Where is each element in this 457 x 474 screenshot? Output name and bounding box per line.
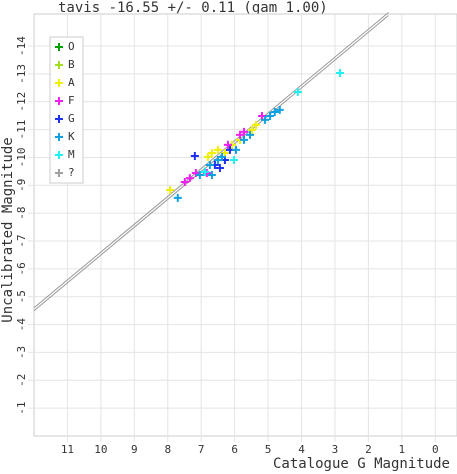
point (173, 193, 182, 202)
point (270, 108, 279, 117)
point (215, 164, 224, 173)
point (203, 152, 212, 161)
y-tick-label: -13 (15, 64, 28, 84)
point (213, 155, 222, 164)
x-tick-label: 11 (61, 443, 74, 456)
point (239, 127, 248, 136)
fit-line (33, 15, 389, 312)
point (180, 177, 189, 186)
point (205, 160, 214, 169)
point (229, 155, 238, 164)
x-tick-label: 9 (131, 443, 138, 456)
y-tick-label: -3 (15, 346, 28, 359)
point (335, 69, 344, 78)
point (223, 140, 232, 149)
point (200, 167, 209, 176)
point (239, 135, 248, 144)
x-axis-label: Catalogue G Magnitude (273, 456, 450, 472)
point (166, 186, 175, 195)
y-tick-label: -6 (15, 262, 28, 275)
point (293, 87, 302, 96)
point (248, 125, 257, 134)
point (195, 171, 204, 180)
legend-marker (55, 169, 63, 177)
point (190, 152, 199, 161)
point (261, 115, 270, 124)
legend-marker (55, 133, 63, 141)
legend-label: M (68, 148, 75, 161)
fit-line (33, 12, 389, 309)
x-tick-label: 1 (399, 443, 406, 456)
point (246, 130, 255, 139)
point (217, 152, 226, 161)
point (266, 111, 275, 120)
legend-marker (55, 151, 63, 159)
point (207, 148, 216, 157)
y-tick-label: -10 (15, 148, 28, 168)
legend-marker (55, 97, 63, 105)
x-tick-label: 0 (432, 443, 439, 456)
x-tick-label: 2 (365, 443, 372, 456)
y-tick-label: -9 (15, 179, 28, 192)
legend-label: K (68, 130, 75, 143)
point (235, 130, 244, 139)
y-tick-label: -2 (15, 374, 28, 387)
legend-label: ? (68, 166, 75, 179)
x-tick-label: 7 (198, 443, 205, 456)
y-tick-label: -7 (15, 234, 28, 247)
y-tick-label: -8 (15, 207, 28, 220)
plot-area (33, 13, 457, 437)
x-tick-label: 4 (298, 443, 305, 456)
x-tick-label: 5 (265, 443, 272, 456)
point (185, 174, 194, 183)
point (275, 105, 284, 114)
y-tick-label: -14 (15, 36, 28, 56)
legend-box (49, 36, 84, 184)
y-tick-label: -11 (15, 120, 28, 140)
legend-marker (55, 79, 63, 87)
legend-label: O (68, 40, 75, 53)
point (191, 169, 200, 178)
legend-label: G (68, 112, 75, 125)
legend-label: F (68, 94, 75, 107)
point (213, 145, 222, 154)
legend-marker (55, 115, 63, 123)
y-tick-label: -1 (15, 402, 28, 415)
legend-marker (55, 43, 63, 51)
x-tick-label: 6 (231, 443, 238, 456)
y-axis-label: Uncalibrated Magnitude (0, 137, 16, 322)
y-tick-label: -12 (15, 92, 28, 112)
x-tick-label: 8 (164, 443, 171, 456)
point (207, 171, 216, 180)
x-tick-label: 3 (332, 443, 339, 456)
point (252, 120, 261, 129)
legend-label: B (68, 58, 75, 71)
x-tick-label: 10 (94, 443, 107, 456)
y-tick-label: -5 (15, 290, 28, 303)
legend-label: A (68, 76, 75, 89)
point (231, 145, 240, 154)
legend-marker (55, 61, 63, 69)
y-tick-label: -4 (15, 318, 28, 332)
chart-title: tavis -16.55 +/- 0.11 (gam 1.00) (58, 0, 328, 16)
